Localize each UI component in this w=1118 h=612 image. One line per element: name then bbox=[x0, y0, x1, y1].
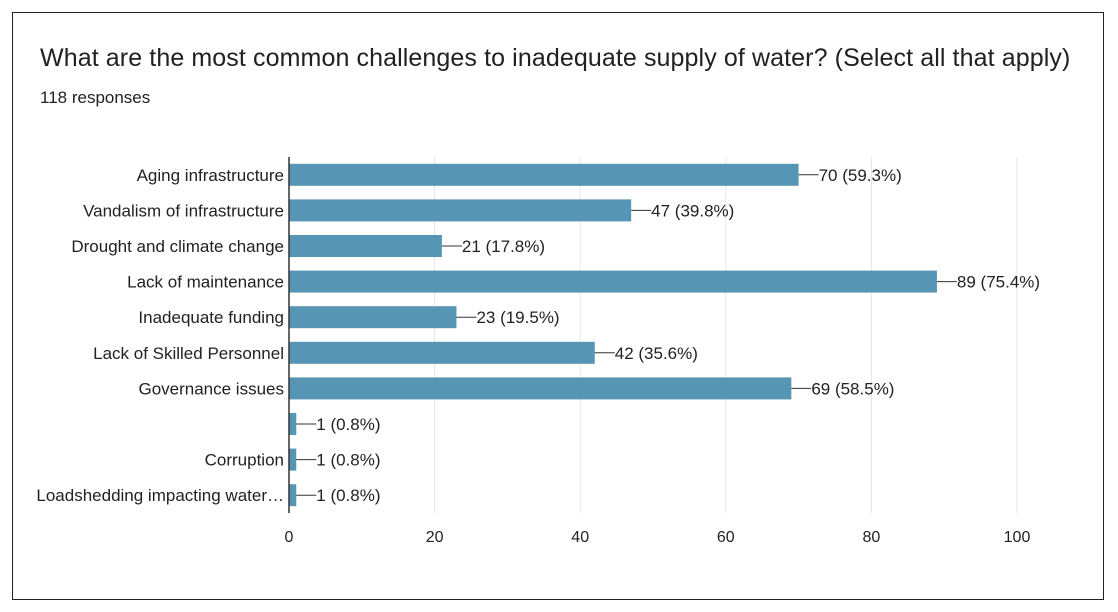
data-label: 69 (58.5%) bbox=[811, 379, 894, 398]
bar bbox=[289, 199, 632, 222]
x-tick-label: 20 bbox=[426, 529, 444, 546]
bar bbox=[289, 484, 297, 507]
bar bbox=[289, 306, 457, 329]
category-label: Drought and climate change bbox=[71, 237, 284, 256]
data-label: 1 (0.8%) bbox=[316, 451, 380, 470]
data-label: 47 (39.8%) bbox=[651, 201, 734, 220]
category-label: Inadequate funding bbox=[138, 308, 284, 327]
data-label: 1 (0.8%) bbox=[316, 415, 380, 434]
bar bbox=[289, 341, 595, 364]
x-tick-label: 0 bbox=[285, 529, 294, 546]
x-tick-label: 80 bbox=[863, 529, 881, 546]
category-label: Vandalism of infrastructure bbox=[83, 201, 284, 220]
bar bbox=[289, 270, 937, 293]
data-label: 1 (0.8%) bbox=[316, 486, 380, 505]
response-count: 118 responses bbox=[40, 88, 151, 107]
bar bbox=[289, 163, 799, 186]
category-label: Corruption bbox=[205, 451, 284, 470]
category-label: Lack of maintenance bbox=[127, 273, 284, 292]
data-label: 23 (19.5%) bbox=[476, 308, 559, 327]
question-card bbox=[12, 12, 1104, 600]
data-label: 89 (75.4%) bbox=[957, 273, 1040, 292]
bar bbox=[289, 413, 297, 435]
category-label: Loadshedding impacting water… bbox=[36, 486, 284, 505]
bar bbox=[289, 377, 792, 400]
question-title: What are the most common challenges to i… bbox=[40, 44, 1071, 72]
category-label: Governance issues bbox=[138, 379, 284, 398]
bar bbox=[289, 235, 442, 257]
x-tick-label: 40 bbox=[571, 529, 589, 546]
data-label: 21 (17.8%) bbox=[462, 237, 545, 256]
x-tick-label: 100 bbox=[1004, 529, 1031, 546]
data-label: 70 (59.3%) bbox=[819, 166, 902, 185]
bar bbox=[289, 448, 297, 471]
category-label: Lack of Skilled Personnel bbox=[93, 344, 284, 363]
x-tick-label: 60 bbox=[717, 529, 735, 546]
category-label: Aging infrastructure bbox=[137, 166, 284, 185]
data-label: 42 (35.6%) bbox=[615, 344, 698, 363]
